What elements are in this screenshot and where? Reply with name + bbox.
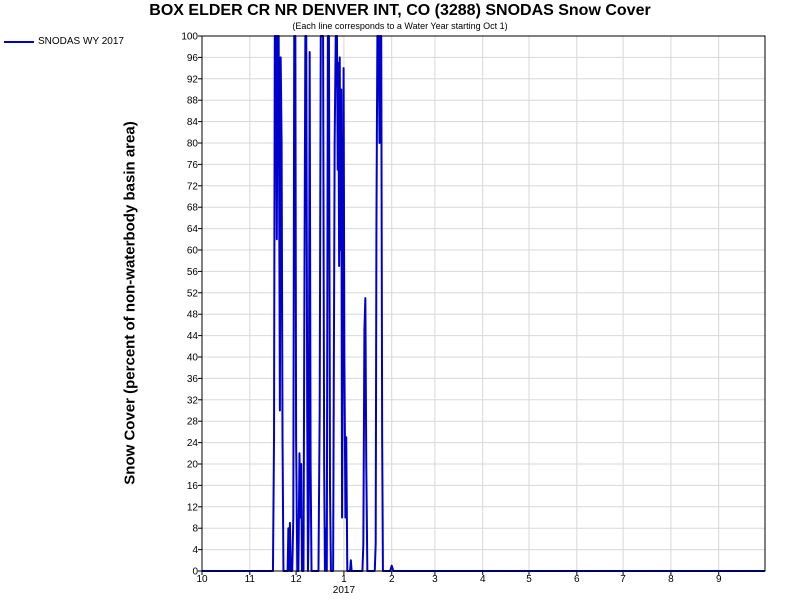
legend-swatch-icon bbox=[4, 40, 34, 43]
x-tick-label: 7 bbox=[620, 574, 626, 585]
y-tick-label: 84 bbox=[187, 117, 199, 128]
y-tick-label: 96 bbox=[187, 53, 199, 64]
x-tick-label: 2 bbox=[389, 574, 395, 585]
y-tick-label: 44 bbox=[187, 331, 199, 342]
chart-title: BOX ELDER CR NR DENVER INT, CO (3288) SN… bbox=[149, 2, 651, 19]
y-tick-label: 76 bbox=[187, 160, 199, 171]
y-tick-label: 24 bbox=[187, 438, 199, 449]
y-tick-label: 68 bbox=[187, 203, 199, 214]
legend: SNODAS WY 2017 bbox=[4, 36, 124, 47]
series-line bbox=[202, 35, 765, 572]
y-tick-label: 4 bbox=[192, 545, 198, 556]
y-tick-label: 80 bbox=[187, 139, 199, 150]
grid bbox=[201, 35, 765, 572]
y-tick-label: 60 bbox=[187, 246, 199, 257]
axis-ticks: 0481216202428323640444852566064687276808… bbox=[181, 32, 722, 597]
x-tick-label: 4 bbox=[480, 574, 486, 585]
y-tick-label: 28 bbox=[187, 417, 199, 428]
legend-label: SNODAS WY 2017 bbox=[38, 36, 124, 47]
x-tick-label: 5 bbox=[526, 574, 532, 585]
plot-frame bbox=[201, 35, 766, 572]
y-tick-label: 8 bbox=[192, 524, 198, 535]
x-tick-label: 3 bbox=[432, 574, 438, 585]
x-tick-label: 1 bbox=[341, 574, 347, 585]
x-tick-label: 12 bbox=[291, 574, 303, 585]
y-tick-label: 40 bbox=[187, 353, 199, 364]
x-tick-label: 10 bbox=[196, 574, 208, 585]
chart-subtitle: (Each line corresponds to a Water Year s… bbox=[292, 21, 508, 31]
series-layer bbox=[202, 35, 765, 572]
y-tick-label: 20 bbox=[187, 460, 199, 471]
y-tick-label: 0 bbox=[192, 567, 198, 578]
y-tick-label: 16 bbox=[187, 481, 199, 492]
y-tick-label: 72 bbox=[187, 181, 199, 192]
x-year-label: 2017 bbox=[333, 585, 356, 596]
x-tick-label: 6 bbox=[574, 574, 580, 585]
y-tick-label: 48 bbox=[187, 310, 199, 321]
y-tick-label: 88 bbox=[187, 96, 199, 107]
x-tick-label: 11 bbox=[245, 574, 256, 585]
y-tick-label: 92 bbox=[187, 74, 199, 85]
y-tick-label: 32 bbox=[187, 395, 199, 406]
x-tick-label: 9 bbox=[716, 574, 722, 585]
y-tick-label: 52 bbox=[187, 288, 199, 299]
y-tick-label: 12 bbox=[187, 502, 199, 513]
x-tick-label: 8 bbox=[668, 574, 674, 585]
y-tick-label: 36 bbox=[187, 374, 199, 385]
y-tick-label: 100 bbox=[181, 32, 198, 43]
y-tick-label: 56 bbox=[187, 267, 199, 278]
y-tick-label: 64 bbox=[187, 224, 199, 235]
